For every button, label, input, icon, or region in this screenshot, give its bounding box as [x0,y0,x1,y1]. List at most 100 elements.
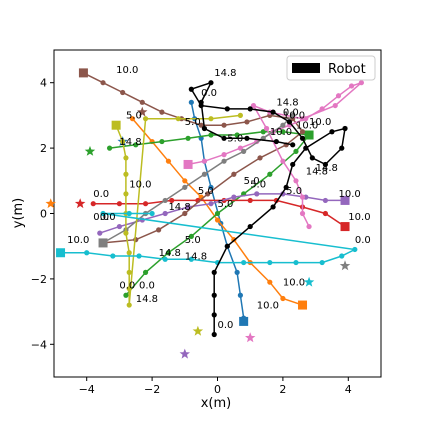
series-point [175,116,181,122]
time-label: 14.8 [276,98,298,109]
series-point [201,171,208,177]
time-label: 10.0 [67,235,89,246]
series-point [319,259,325,266]
time-label: 14.8 [185,251,207,262]
start-star-marker [84,145,96,156]
series-point [280,295,286,302]
series-point [293,178,299,184]
time-label: 5.0 [227,134,243,145]
time-label: 10.0 [309,117,331,128]
series-point [329,129,335,135]
series-point [221,152,227,158]
series-point [335,93,342,99]
series-point [100,210,106,217]
series-point [270,109,276,115]
series-point [201,158,208,164]
start-star-marker [74,198,86,209]
end-square-marker [340,222,350,232]
x-tick-label: −4 [79,383,95,396]
series-point [84,250,90,256]
time-label: 10.0 [283,277,305,288]
series-point [241,259,247,266]
series-point [231,194,237,200]
series-4 [97,191,350,359]
time-label: 0.0 [100,212,116,223]
end-square-marker [56,248,66,258]
series-point [237,292,243,298]
series-point [290,161,296,168]
series-point [273,138,279,145]
series-point [290,142,296,148]
series-9 [56,210,358,287]
series-point [110,253,116,259]
time-label: 0.0 [283,107,299,118]
series-point [185,135,191,141]
end-square-marker [183,159,193,169]
series-point [116,201,122,207]
start-star-marker [339,260,351,271]
series-point [100,80,106,86]
end-square-marker [298,300,308,310]
time-label: 14.8 [136,294,158,305]
time-label: 14.8 [159,248,181,259]
series-point [241,148,247,154]
series-point [247,197,253,204]
end-square-marker [78,68,88,78]
x-axis-label: x(m) [201,396,232,411]
series-point [293,259,299,266]
series-point [185,204,191,210]
series-point [159,138,165,145]
time-label: 10.0 [129,179,151,190]
start-star-marker [245,332,256,343]
series-point [208,116,214,122]
series-point [123,171,129,177]
y-tick-label: 4 [40,77,47,90]
series-point [211,331,217,338]
series-point [126,210,132,217]
series-point [126,302,132,308]
series-point [250,102,257,109]
time-labels-layer: 0.05.010.05.010.014.8 5.010.014.80.00.05.… [67,65,371,331]
start-star-marker [45,198,56,209]
series-point [247,223,253,230]
y-axis-label: y(m) [11,198,26,229]
series-point [286,119,293,125]
time-label: 14.8 [214,68,236,79]
series-point [322,210,329,217]
time-label: 0.0 [93,189,109,200]
series-point [123,230,129,236]
ticks-layer: −4 −2 0 2 4 −4 −2 0 2 4 [31,77,352,396]
series-point [332,102,338,109]
series-point [208,184,214,190]
series-point [299,135,306,141]
y-tick-label: −2 [31,273,47,286]
series-point [211,312,217,318]
series-point [162,210,168,217]
time-label: 0.0 [119,281,135,292]
series-point [198,99,204,105]
series-point [149,210,155,217]
series-point [165,250,172,256]
series-point [205,191,211,197]
time-label: 5.0 [126,111,142,122]
time-label: 0.0 [139,281,155,292]
series-point [224,106,230,112]
time-label: 14.8 [119,137,141,148]
series-point [123,155,129,161]
series-point [260,129,266,135]
series-line [99,193,345,234]
series-point [159,109,165,115]
time-label: 0.0 [355,235,371,246]
time-label: 5.0 [198,186,214,197]
legend-label: Robot [328,62,366,77]
series-point [142,201,149,207]
series-point [339,253,345,259]
series-point [358,80,364,86]
end-square-marker [98,238,108,248]
series-point [198,122,204,128]
series-point [254,191,260,197]
series-line [60,212,358,264]
series-point [247,106,253,112]
series-point [169,197,175,204]
series-point [126,250,132,256]
